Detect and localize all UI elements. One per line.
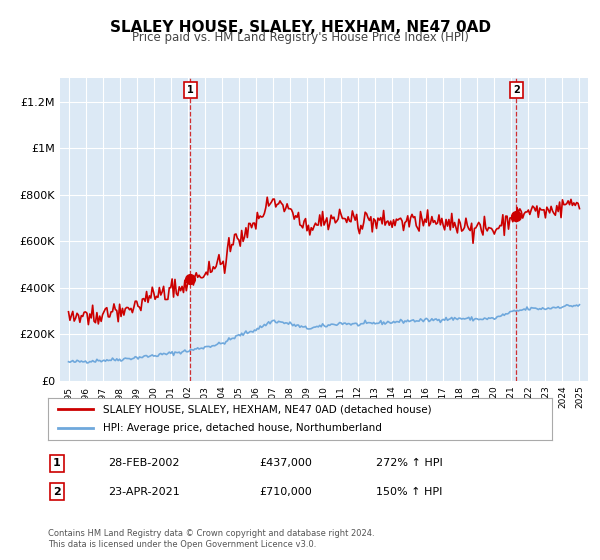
Text: HPI: Average price, detached house, Northumberland: HPI: Average price, detached house, Nort…: [103, 423, 382, 433]
Text: 23-APR-2021: 23-APR-2021: [109, 487, 180, 497]
Text: £437,000: £437,000: [260, 458, 313, 468]
Text: SLALEY HOUSE, SLALEY, HEXHAM, NE47 0AD (detached house): SLALEY HOUSE, SLALEY, HEXHAM, NE47 0AD (…: [103, 404, 432, 414]
Text: 28-FEB-2002: 28-FEB-2002: [109, 458, 180, 468]
Text: 272% ↑ HPI: 272% ↑ HPI: [376, 458, 442, 468]
Text: 1: 1: [187, 85, 194, 95]
Text: SLALEY HOUSE, SLALEY, HEXHAM, NE47 0AD: SLALEY HOUSE, SLALEY, HEXHAM, NE47 0AD: [110, 20, 491, 35]
Text: 1: 1: [53, 458, 61, 468]
Text: Contains HM Land Registry data © Crown copyright and database right 2024.
This d: Contains HM Land Registry data © Crown c…: [48, 529, 374, 549]
Text: 150% ↑ HPI: 150% ↑ HPI: [376, 487, 442, 497]
Text: 2: 2: [513, 85, 520, 95]
Text: Price paid vs. HM Land Registry's House Price Index (HPI): Price paid vs. HM Land Registry's House …: [131, 31, 469, 44]
Text: 2: 2: [53, 487, 61, 497]
Text: £710,000: £710,000: [260, 487, 313, 497]
